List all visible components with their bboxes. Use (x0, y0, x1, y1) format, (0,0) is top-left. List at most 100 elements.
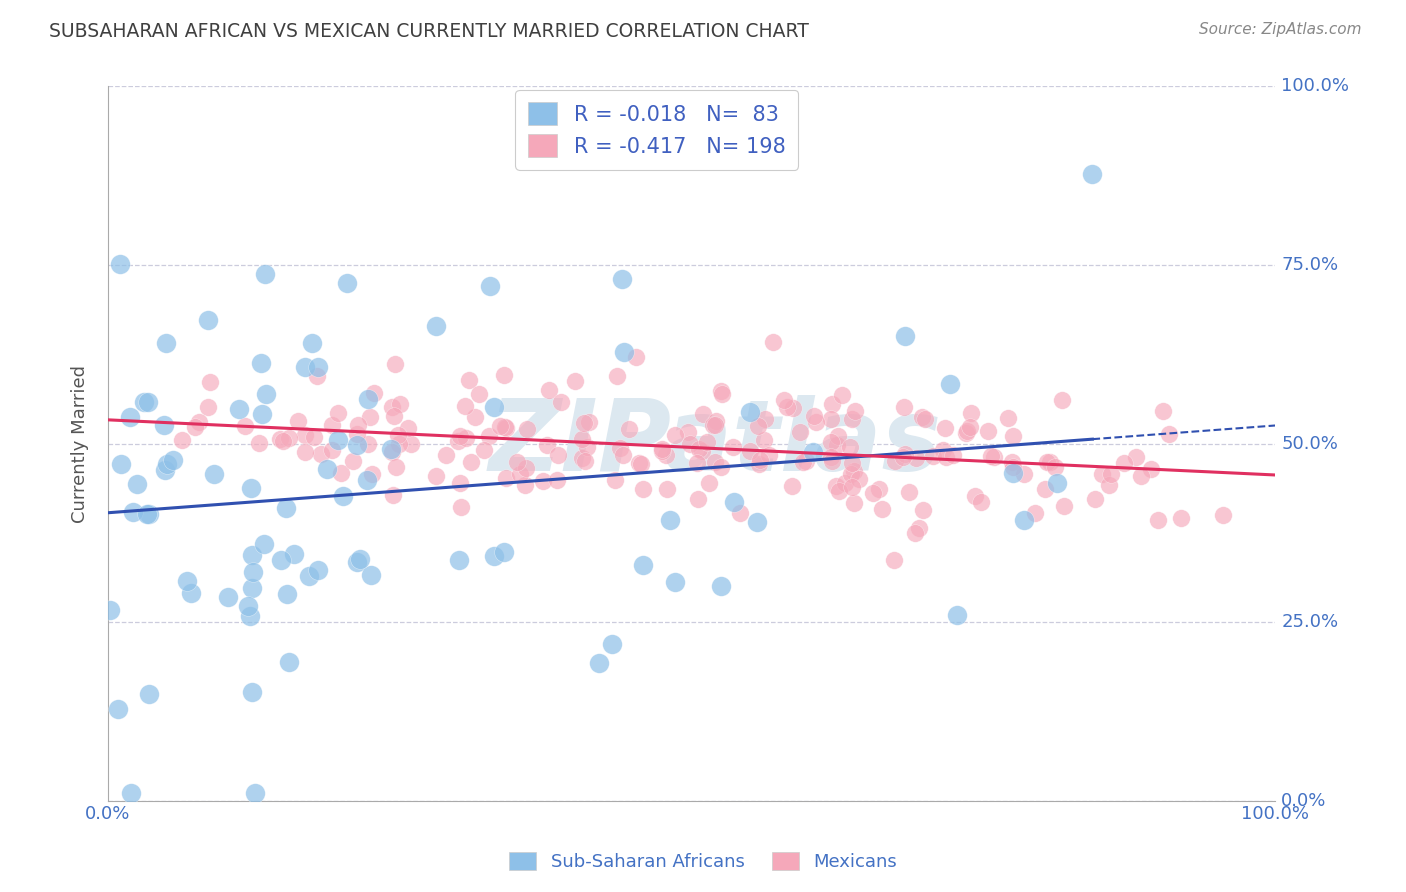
Point (380, 401, 402, 415)
Point (1002, 459, 1025, 474)
Point (294, 445, 316, 459)
Point (710, 578, 733, 592)
Point (655, 482, 678, 496)
Point (1170, 511, 1192, 525)
Point (198, 375, 221, 389)
Point (98, 603, 121, 617)
Point (841, 411, 863, 425)
Legend: Sub-Saharan Africans, Mexicans: Sub-Saharan Africans, Mexicans (502, 845, 904, 879)
Point (692, 407, 714, 421)
Point (1053, 499, 1076, 513)
Point (301, 335, 323, 350)
Point (277, 431, 299, 445)
Point (242, 565, 264, 579)
Point (728, 506, 751, 520)
Point (484, 400, 506, 414)
Point (136, 395, 159, 409)
Point (276, 501, 298, 516)
Point (803, 409, 825, 423)
Point (613, 345, 636, 359)
Point (238, 599, 260, 614)
Point (834, 475, 856, 490)
Point (678, 437, 700, 451)
Point (425, 319, 447, 334)
Point (118, 410, 141, 425)
Point (721, 440, 744, 454)
Point (1099, 467, 1122, 482)
Point (704, 414, 727, 428)
Point (381, 445, 404, 459)
Point (610, 272, 633, 286)
Point (820, 450, 842, 464)
Point (399, 436, 422, 450)
Point (357, 437, 380, 451)
Point (576, 440, 599, 454)
Point (277, 655, 299, 669)
Point (617, 422, 640, 436)
Point (547, 448, 569, 462)
Point (107, 702, 129, 716)
Point (710, 384, 733, 398)
Point (346, 555, 368, 569)
Point (188, 415, 211, 429)
Point (382, 409, 405, 423)
Point (449, 552, 471, 566)
Point (841, 480, 863, 494)
Point (911, 503, 934, 517)
Point (935, 450, 957, 464)
Point (380, 442, 402, 456)
Point (346, 427, 368, 442)
Point (287, 414, 309, 428)
Point (723, 495, 745, 509)
Point (844, 496, 866, 510)
Point (630, 457, 652, 471)
Point (349, 552, 371, 566)
Point (238, 609, 260, 624)
Point (361, 467, 384, 481)
Point (898, 484, 921, 499)
Point (183, 420, 205, 434)
Point (389, 397, 412, 411)
Point (122, 504, 145, 518)
Text: Source: ZipAtlas.com: Source: ZipAtlas.com (1198, 22, 1361, 37)
Point (748, 457, 770, 471)
Point (821, 397, 844, 411)
Point (606, 369, 628, 384)
Point (127, 477, 149, 491)
Point (531, 474, 554, 488)
Point (870, 502, 893, 516)
Point (588, 656, 610, 670)
Point (782, 401, 804, 415)
Point (346, 438, 368, 452)
Point (844, 404, 866, 418)
Point (138, 687, 160, 701)
Point (633, 558, 655, 572)
Point (600, 637, 623, 651)
Point (884, 453, 907, 467)
Point (704, 455, 727, 469)
Point (1012, 467, 1035, 481)
Point (326, 406, 349, 420)
Point (696, 435, 718, 450)
Point (307, 563, 329, 577)
Point (1036, 455, 1059, 469)
Point (253, 537, 276, 551)
Point (747, 418, 769, 433)
Point (346, 417, 368, 432)
Point (516, 422, 538, 436)
Point (1125, 450, 1147, 464)
Point (478, 429, 501, 443)
Point (176, 574, 198, 588)
Point (363, 385, 385, 400)
Point (515, 477, 537, 491)
Point (270, 553, 292, 567)
Point (453, 400, 475, 414)
Point (1039, 455, 1062, 469)
Point (356, 473, 378, 487)
Point (776, 400, 799, 414)
Point (710, 459, 733, 474)
Point (484, 549, 506, 563)
Point (904, 526, 927, 541)
Point (820, 434, 842, 449)
Point (478, 278, 501, 293)
